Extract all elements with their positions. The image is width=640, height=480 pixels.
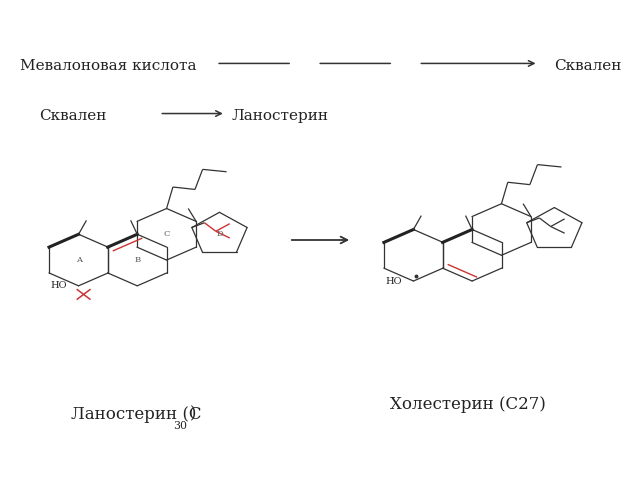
Text: Холестерин (С27): Холестерин (С27) <box>390 396 546 413</box>
Text: HO: HO <box>385 276 402 286</box>
Text: D: D <box>216 230 223 238</box>
Text: A: A <box>76 256 81 264</box>
Text: HO: HO <box>51 281 67 290</box>
Text: B: B <box>134 256 140 264</box>
Text: C: C <box>163 230 170 238</box>
Text: Мевалоновая кислота: Мевалоновая кислота <box>20 59 197 73</box>
Text: Сквален: Сквален <box>39 109 107 123</box>
Text: 30: 30 <box>173 420 188 431</box>
Text: Ланостерин: Ланостерин <box>232 109 329 123</box>
Text: Ланостерин (С: Ланостерин (С <box>71 406 202 423</box>
Text: Сквален: Сквален <box>554 59 621 73</box>
Text: ): ) <box>189 406 196 423</box>
